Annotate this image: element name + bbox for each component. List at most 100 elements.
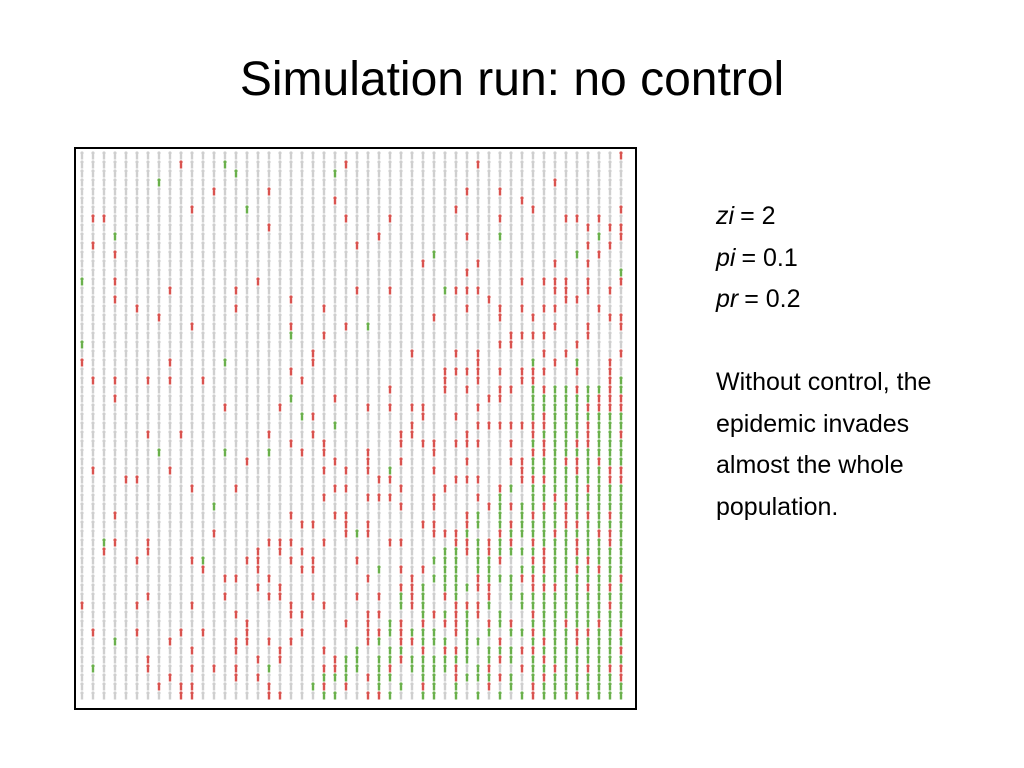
- person: [157, 556, 161, 565]
- person: [377, 367, 381, 376]
- person: [410, 430, 414, 439]
- person: [190, 394, 194, 403]
- person: [168, 169, 172, 178]
- person: [102, 520, 106, 529]
- person: [377, 529, 381, 538]
- person: [597, 664, 601, 673]
- person: [190, 403, 194, 412]
- person: [388, 322, 392, 331]
- person: [531, 385, 535, 394]
- person: [212, 538, 216, 547]
- person: [333, 538, 337, 547]
- person: [487, 178, 491, 187]
- person: [311, 637, 315, 646]
- person: [509, 394, 513, 403]
- person: [476, 592, 480, 601]
- person: [344, 304, 348, 313]
- person: [80, 664, 84, 673]
- person: [113, 151, 117, 160]
- person: [553, 304, 557, 313]
- person: [267, 169, 271, 178]
- person: [575, 430, 579, 439]
- person: [355, 592, 359, 601]
- person: [586, 493, 590, 502]
- person: [575, 331, 579, 340]
- person: [80, 484, 84, 493]
- person: [344, 628, 348, 637]
- person: [619, 601, 623, 610]
- person: [575, 232, 579, 241]
- person: [201, 682, 205, 691]
- person: [520, 511, 524, 520]
- person: [520, 241, 524, 250]
- person: [465, 394, 469, 403]
- person: [498, 241, 502, 250]
- person: [487, 439, 491, 448]
- person: [608, 232, 612, 241]
- person: [498, 358, 502, 367]
- person: [102, 646, 106, 655]
- person: [190, 205, 194, 214]
- person: [234, 160, 238, 169]
- person: [212, 304, 216, 313]
- person: [234, 421, 238, 430]
- person: [399, 565, 403, 574]
- person: [531, 493, 535, 502]
- person: [608, 322, 612, 331]
- person: [388, 331, 392, 340]
- person: [190, 169, 194, 178]
- person: [509, 619, 513, 628]
- person: [300, 502, 304, 511]
- person: [377, 250, 381, 259]
- person: [531, 331, 535, 340]
- person: [586, 295, 590, 304]
- person: [157, 160, 161, 169]
- person: [487, 304, 491, 313]
- person: [575, 151, 579, 160]
- person: [333, 601, 337, 610]
- person: [443, 574, 447, 583]
- person: [102, 250, 106, 259]
- person: [432, 349, 436, 358]
- person: [421, 628, 425, 637]
- person: [443, 484, 447, 493]
- person: [619, 502, 623, 511]
- person: [234, 583, 238, 592]
- person: [355, 187, 359, 196]
- person: [432, 322, 436, 331]
- person: [234, 376, 238, 385]
- person: [300, 646, 304, 655]
- person: [465, 574, 469, 583]
- person: [344, 232, 348, 241]
- person: [465, 448, 469, 457]
- person: [333, 529, 337, 538]
- person: [102, 304, 106, 313]
- param: pi = 0.1: [716, 238, 966, 280]
- person: [311, 367, 315, 376]
- person: [201, 592, 205, 601]
- person: [586, 475, 590, 484]
- person: [498, 196, 502, 205]
- person: [355, 439, 359, 448]
- person: [443, 250, 447, 259]
- person: [498, 547, 502, 556]
- person: [333, 412, 337, 421]
- person: [487, 601, 491, 610]
- person: [476, 241, 480, 250]
- person: [344, 151, 348, 160]
- person: [509, 178, 513, 187]
- person: [135, 214, 139, 223]
- person: [454, 583, 458, 592]
- person: [465, 646, 469, 655]
- person: [421, 655, 425, 664]
- person: [575, 619, 579, 628]
- person: [124, 223, 128, 232]
- person: [399, 196, 403, 205]
- person: [311, 448, 315, 457]
- person: [311, 340, 315, 349]
- person: [179, 691, 183, 700]
- person: [597, 268, 601, 277]
- person: [366, 529, 370, 538]
- person: [366, 448, 370, 457]
- person: [377, 511, 381, 520]
